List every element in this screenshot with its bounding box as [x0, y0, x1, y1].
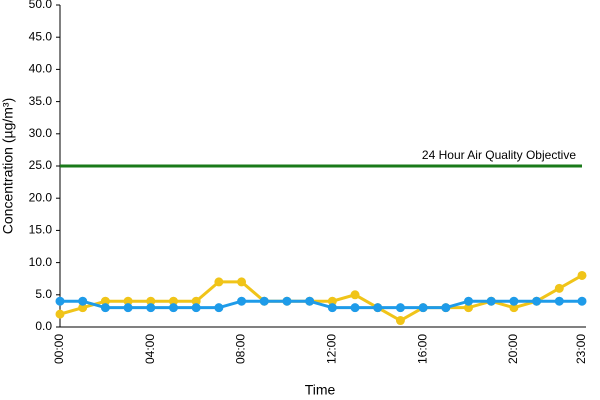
data-point [55, 309, 65, 319]
data-point [464, 296, 474, 306]
data-point [554, 296, 564, 306]
x-tick-label: 16:00 [415, 334, 429, 364]
data-point [577, 270, 587, 280]
x-tick-label: 12:00 [325, 334, 339, 364]
y-axis-label: Concentration (µg/m³) [0, 98, 16, 234]
data-point [168, 303, 178, 313]
x-tick-label: 00:00 [52, 334, 66, 364]
objective-label: 24 Hour Air Quality Objective [422, 148, 576, 162]
data-point [486, 296, 496, 306]
y-tick-label: 45.0 [29, 29, 53, 43]
y-tick-label: 0.0 [35, 319, 52, 333]
data-point [418, 303, 428, 313]
data-point [214, 303, 224, 313]
data-point [350, 290, 360, 300]
x-tick-label: 08:00 [234, 334, 248, 364]
y-tick-label: 35.0 [29, 94, 53, 108]
data-point [554, 283, 564, 293]
y-tick-label: 40.0 [29, 62, 53, 76]
data-point [78, 296, 88, 306]
x-tick-label: 20:00 [506, 334, 520, 364]
data-point [441, 303, 451, 313]
y-tick-label: 20.0 [29, 190, 53, 204]
x-tick-label: 23:00 [574, 334, 588, 364]
data-point [214, 277, 224, 287]
data-point [146, 303, 156, 313]
data-point [373, 303, 383, 313]
y-tick-label: 5.0 [35, 287, 52, 301]
y-tick-label: 25.0 [29, 158, 53, 172]
data-point [237, 277, 247, 287]
x-tick-label: 04:00 [143, 334, 157, 364]
data-point [191, 303, 201, 313]
data-point [100, 303, 110, 313]
x-axis-label: Time [305, 382, 336, 398]
y-tick-label: 15.0 [29, 223, 53, 237]
data-point [237, 296, 247, 306]
data-point [532, 296, 542, 306]
data-point [577, 296, 587, 306]
data-point [282, 296, 292, 306]
data-point [55, 296, 65, 306]
data-point [305, 296, 315, 306]
y-tick-label: 50.0 [29, 0, 53, 11]
data-point [350, 303, 360, 313]
series-line [59, 274, 583, 323]
data-point [259, 296, 269, 306]
y-tick-label: 10.0 [29, 255, 53, 269]
data-point [509, 296, 519, 306]
y-tick-label: 30.0 [29, 126, 53, 140]
data-point [395, 303, 405, 313]
data-point [123, 303, 133, 313]
data-point [395, 316, 405, 326]
data-point [327, 303, 337, 313]
